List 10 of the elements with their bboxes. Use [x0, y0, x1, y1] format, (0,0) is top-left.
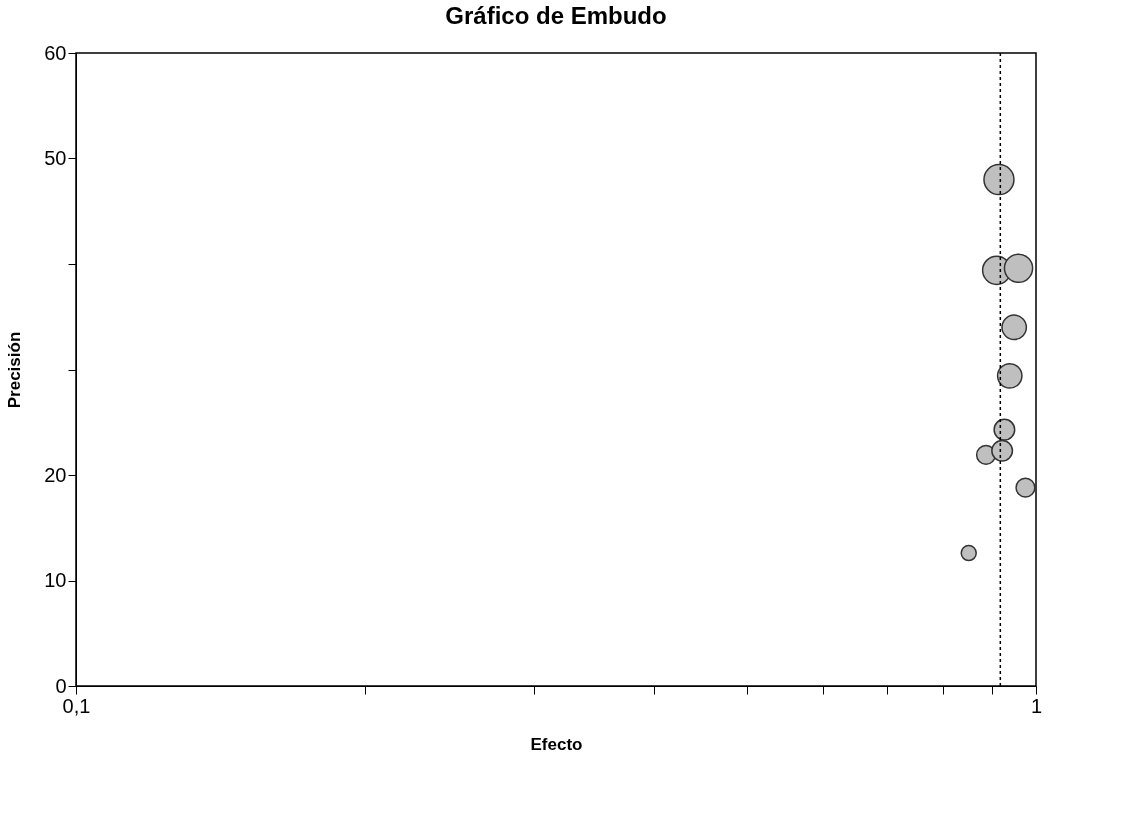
y-tick-label: 60 — [44, 41, 67, 64]
x-tick-label: 0,1 — [62, 694, 91, 717]
y-tick-label: 50 — [44, 147, 67, 169]
x-axis-title: Efecto — [530, 734, 583, 754]
y-tick-label: 0 — [55, 674, 67, 697]
y-tick-label: 20 — [44, 463, 67, 486]
x-tick-label: 1 — [1030, 694, 1043, 717]
y-axis-title: Precisión — [5, 331, 25, 409]
chart-title: Gráfico de Embudo — [445, 2, 667, 29]
y-tick-label: 10 — [44, 569, 67, 591]
